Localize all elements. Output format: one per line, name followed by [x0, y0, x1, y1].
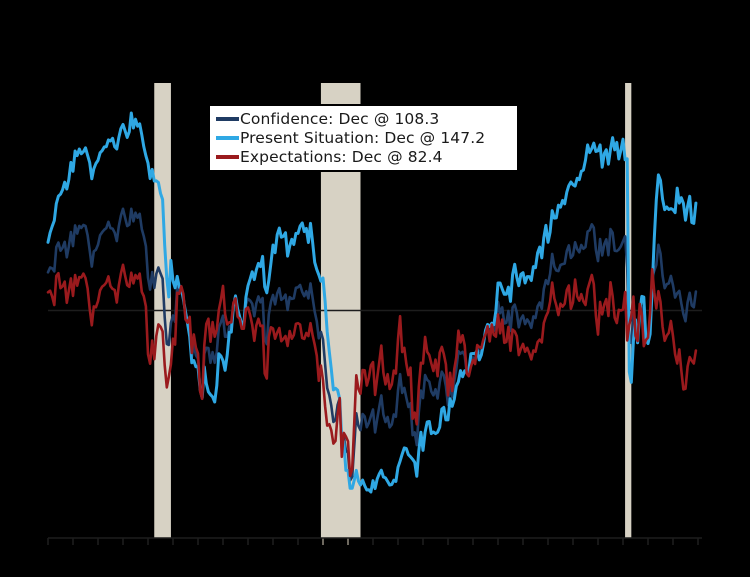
series-line-expectations — [46, 263, 698, 478]
series-line-confidence — [46, 207, 698, 482]
legend-item-expectations: Expectations: Dec @ 82.4 — [216, 148, 509, 167]
present-situation-line-swatch-icon — [216, 135, 239, 140]
expectations-line-swatch-icon — [216, 155, 239, 160]
confidence-line-swatch-icon — [216, 116, 239, 121]
legend-label-present-situation: Present Situation: Dec @ 147.2 — [240, 128, 486, 147]
legend-item-confidence: Confidence: Dec @ 108.3 — [216, 109, 509, 128]
chart-legend: Confidence: Dec @ 108.3 Present Situatio… — [208, 104, 519, 172]
legend-label-expectations: Expectations: Dec @ 82.4 — [240, 148, 443, 167]
series-line-present-situation — [46, 111, 698, 494]
legend-item-present-situation: Present Situation: Dec @ 147.2 — [216, 128, 509, 147]
legend-label-confidence: Confidence: Dec @ 108.3 — [240, 109, 440, 128]
